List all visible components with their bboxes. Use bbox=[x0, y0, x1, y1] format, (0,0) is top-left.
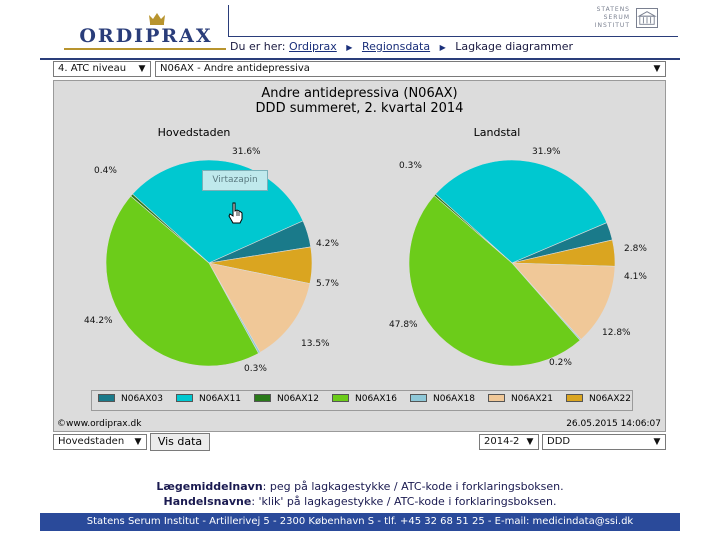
pie-slice-label: 12.8% bbox=[602, 328, 631, 338]
pie-slice-landstal-n06ax21[interactable] bbox=[511, 262, 616, 340]
breadcrumb-prefix: Du er her: bbox=[230, 40, 286, 53]
legend-item-n06ax12[interactable]: N06AX12 bbox=[254, 394, 319, 404]
pie-slice-label: 4.1% bbox=[624, 272, 647, 282]
pie-slice-hovedstaden-n06ax16[interactable] bbox=[105, 195, 259, 367]
logo-text: ORDIPRAX bbox=[79, 25, 213, 47]
ssi-line: STATENS bbox=[596, 6, 630, 13]
page: ORDIPRAX STATENS SERUM INSTITUT Du er he… bbox=[40, 5, 680, 531]
pie-slice-landstal-n06ax16[interactable] bbox=[408, 195, 581, 367]
breadcrumb-current: Lagkage diagrammer bbox=[455, 40, 574, 53]
copyright-text: ©www.ordiprax.dk bbox=[57, 419, 142, 429]
breadcrumb-arrow-icon: ▶ bbox=[439, 43, 446, 52]
pie-slice-hovedstaden-n06ax12[interactable] bbox=[130, 193, 210, 264]
pie-slice-hovedstaden-n06ax21[interactable] bbox=[208, 262, 311, 353]
header-bar: STATENS SERUM INSTITUT bbox=[228, 5, 678, 37]
pie-chart-panel: 31.6% 4.2% 5.7% 13.5% 0.3% 44.2% 0.4% Hovedstad… bbox=[53, 80, 666, 432]
breadcrumb: Du er her: Ordiprax ▶ Regionsdata ▶ Lagk… bbox=[230, 40, 573, 53]
legend-swatch bbox=[176, 394, 193, 402]
legend-label: N06AX12 bbox=[277, 394, 319, 404]
legend-label: N06AX18 bbox=[433, 394, 475, 404]
legend-item-n06ax16[interactable]: N06AX16 bbox=[332, 394, 397, 404]
atc-code-value: N06AX - Andre antidepressiva bbox=[160, 63, 310, 74]
legend-item-n06ax11[interactable]: N06AX11 bbox=[176, 394, 241, 404]
legend-item-n06ax18[interactable]: N06AX18 bbox=[410, 394, 475, 404]
chevron-down-icon: ▼ bbox=[653, 437, 661, 447]
atc-level-value: 4. ATC niveau bbox=[58, 63, 127, 74]
legend-swatch bbox=[410, 394, 427, 402]
legend-label: N06AX16 bbox=[355, 394, 397, 404]
atc-level-select[interactable]: 4. ATC niveau ▼ bbox=[53, 61, 151, 77]
chevron-down-icon: ▼ bbox=[653, 64, 661, 74]
pie-slice-label: 5.7% bbox=[316, 279, 339, 289]
pie-slice-label: 47.8% bbox=[389, 320, 418, 330]
pie-slice-label: 31.6% bbox=[232, 147, 261, 157]
show-data-button[interactable]: Vis data bbox=[150, 433, 210, 451]
atc-code-select[interactable]: N06AX - Andre antidepressiva ▼ bbox=[155, 61, 666, 77]
chevron-down-icon: ▼ bbox=[134, 437, 142, 447]
pie-chart: 31.6% 4.2% 5.7% 13.5% 0.3% 44.2% 0.4% Hovedstad… bbox=[84, 126, 647, 374]
pie-slice-label: 44.2% bbox=[84, 316, 113, 326]
instruction-line: Lægemiddelnavn: peg på lagkagestykke / A… bbox=[40, 479, 680, 494]
chart-subtitle: DDD summeret, 2. kvartal 2014 bbox=[255, 101, 464, 116]
legend-swatch bbox=[566, 394, 583, 402]
breadcrumb-link-ordiprax[interactable]: Ordiprax bbox=[289, 40, 337, 53]
legend-swatch bbox=[98, 394, 115, 402]
ssi-line: SERUM bbox=[603, 14, 630, 21]
chevron-down-icon: ▼ bbox=[526, 437, 534, 447]
chart-legend: N06AX03 N06AX11 N06AX12 N06AX16 N06AX18 N06AX… bbox=[91, 390, 633, 411]
measure-value: DDD bbox=[547, 436, 571, 447]
instruction-term: Handelsnavne bbox=[163, 495, 252, 508]
hand-cursor-icon bbox=[228, 202, 243, 224]
ssi-building-icon bbox=[636, 8, 658, 28]
timestamp-text: 26.05.2015 14:06:07 bbox=[566, 419, 661, 429]
pie-title: Landstal bbox=[474, 126, 521, 139]
legend-item-n06ax22[interactable]: N06AX22 bbox=[566, 394, 631, 404]
breadcrumb-arrow-icon: ▶ bbox=[346, 43, 353, 52]
logo-underline bbox=[64, 48, 226, 50]
ssi-line: INSTITUT bbox=[594, 22, 630, 29]
pie-slice-label: 0.4% bbox=[94, 166, 117, 176]
measure-select[interactable]: DDD ▼ bbox=[542, 434, 666, 450]
breadcrumb-link-regionsdata[interactable]: Regionsdata bbox=[361, 40, 431, 53]
pie-slice-label: 4.2% bbox=[316, 239, 339, 249]
pie-slice-label: 0.3% bbox=[399, 161, 422, 171]
ssi-logo[interactable]: STATENS SERUM INSTITUT bbox=[590, 5, 670, 33]
legend-label: N06AX22 bbox=[589, 394, 631, 404]
legend-swatch bbox=[332, 394, 349, 402]
pie-slice-label: 2.8% bbox=[624, 244, 647, 254]
legend-label: N06AX21 bbox=[511, 394, 553, 404]
instruction-text: : 'klik' på lagkagestykke / ATC-kode i f… bbox=[251, 495, 557, 508]
legend-item-n06ax03[interactable]: N06AX03 bbox=[98, 394, 163, 404]
pie-slice-label: 0.3% bbox=[244, 364, 267, 374]
slice-tooltip: Virtazapin bbox=[202, 170, 268, 191]
quarter-select[interactable]: 2014-2 ▼ bbox=[479, 434, 539, 450]
pie-slice-label: 13.5% bbox=[301, 339, 330, 349]
ordiprax-logo[interactable]: ORDIPRAX bbox=[64, 7, 228, 47]
pie-title: Hovedstaden bbox=[158, 126, 231, 139]
legend-swatch bbox=[254, 394, 271, 402]
region-select[interactable]: Hovedstaden ▼ bbox=[53, 434, 147, 450]
region-value: Hovedstaden bbox=[58, 436, 125, 447]
instruction-term: Lægemiddelnavn bbox=[156, 480, 263, 493]
pie-slice-label: 0.2% bbox=[549, 358, 572, 368]
pie-slice-label: 31.9% bbox=[532, 147, 561, 157]
legend-swatch bbox=[488, 394, 505, 402]
chevron-down-icon: ▼ bbox=[138, 64, 146, 74]
instruction-text: : peg på lagkagestykke / ATC-kode i fork… bbox=[262, 480, 564, 493]
legend-item-n06ax21[interactable]: N06AX21 bbox=[488, 394, 553, 404]
instructions: Lægemiddelnavn: peg på lagkagestykke / A… bbox=[40, 479, 680, 509]
legend-label: N06AX11 bbox=[199, 394, 241, 404]
footer: Statens Serum Institut - Artillerivej 5 … bbox=[40, 513, 680, 531]
pie-slice-landstal-n06ax12[interactable] bbox=[433, 193, 513, 264]
header-divider bbox=[40, 58, 680, 60]
legend-label: N06AX03 bbox=[121, 394, 163, 404]
crown-icon bbox=[149, 13, 165, 25]
instruction-line: Handelsnavne: 'klik' på lagkagestykke / … bbox=[40, 494, 680, 509]
quarter-value: 2014-2 bbox=[484, 436, 520, 447]
chart-title: Andre antidepressiva (N06AX) bbox=[261, 86, 458, 101]
pie-slice-landstal-n06ax11[interactable] bbox=[435, 159, 608, 264]
